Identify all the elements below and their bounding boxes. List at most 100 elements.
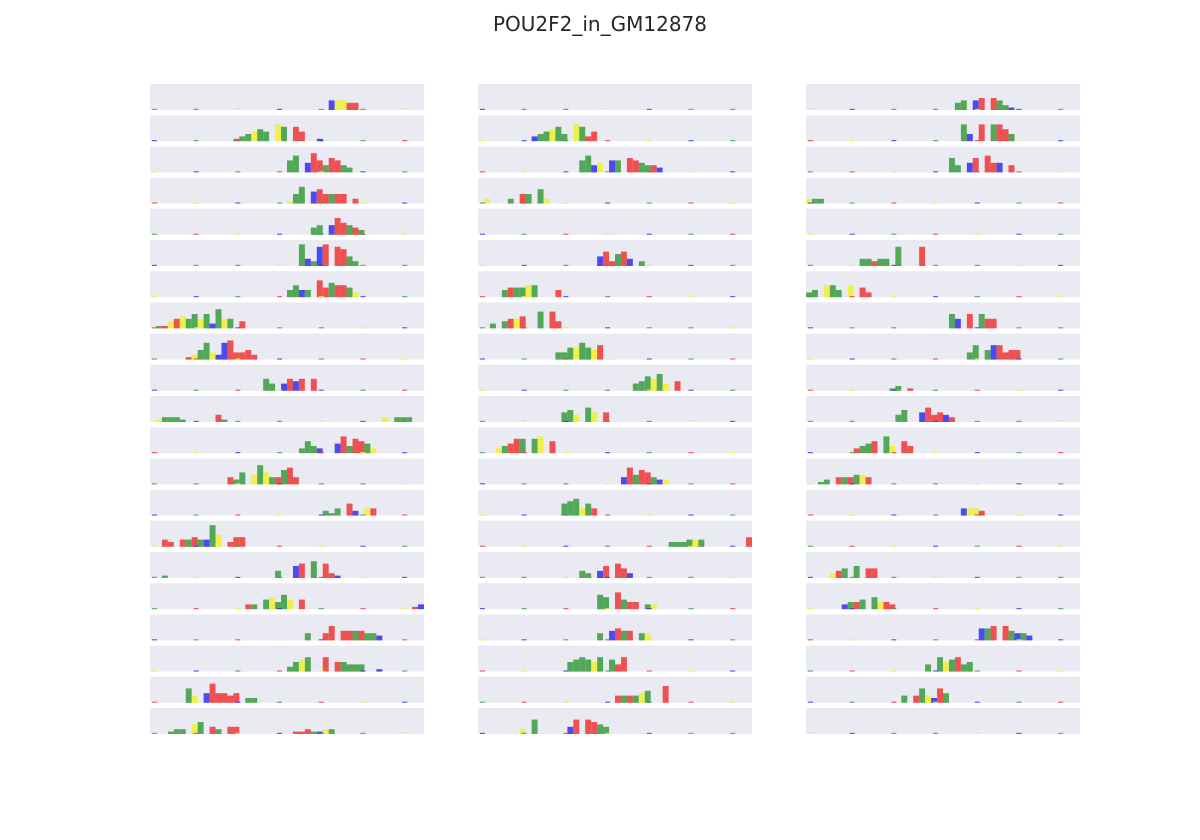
baseline-tick (605, 264, 611, 266)
baseline-tick (235, 545, 241, 547)
bar-A (298, 244, 305, 266)
baseline-tick (730, 576, 736, 578)
bar-A (513, 287, 520, 298)
bar-A (287, 666, 293, 672)
baseline-tick (730, 327, 736, 329)
baseline-tick (360, 639, 366, 641)
bar-A (877, 258, 884, 266)
baseline-tick (193, 732, 199, 734)
baseline-tick (605, 108, 611, 110)
baseline-tick (849, 576, 855, 578)
bar-A (644, 165, 651, 173)
baseline-tick (563, 545, 569, 547)
baseline-tick (808, 389, 813, 391)
baseline-tick (688, 639, 694, 641)
baseline-tick (563, 327, 569, 329)
baseline-tick (646, 452, 652, 454)
bar-T (626, 158, 633, 173)
bar-A (948, 659, 955, 672)
bar-A (579, 342, 586, 360)
bar-C (203, 693, 210, 703)
bar-T (227, 726, 234, 734)
bar-T (215, 693, 222, 703)
bar-A (1008, 630, 1015, 641)
baseline-tick (849, 327, 855, 329)
bar-C (966, 162, 973, 173)
bar-A (567, 347, 574, 360)
bar-T (585, 719, 592, 734)
baseline-tick (318, 108, 324, 110)
bar-T (191, 537, 198, 547)
baseline-tick (1016, 358, 1022, 360)
baseline-tick (402, 171, 408, 173)
baseline-tick (402, 108, 408, 110)
baseline-tick (563, 108, 569, 110)
bar-A (281, 470, 287, 485)
bar-A (1008, 134, 1015, 142)
bar-A (597, 657, 604, 672)
bar-T (507, 443, 514, 454)
bar-T (978, 124, 985, 142)
baseline-tick (808, 483, 813, 485)
baseline-tick (688, 140, 694, 142)
bar-T (615, 563, 621, 578)
bar-A (883, 436, 890, 454)
baseline-tick (235, 639, 241, 641)
baseline-tick (152, 576, 157, 578)
bar-T (913, 695, 920, 703)
baseline-tick (360, 514, 366, 516)
baseline-tick (808, 296, 813, 298)
baseline-tick (360, 108, 366, 110)
baseline-tick (933, 202, 939, 204)
baseline-tick (688, 202, 694, 204)
baseline-tick (402, 264, 408, 266)
bar-T (507, 318, 514, 329)
baseline-tick (318, 140, 324, 142)
baseline-tick (1016, 108, 1022, 110)
bar-A (841, 568, 848, 578)
baseline-tick (730, 732, 736, 734)
baseline-tick (730, 296, 736, 298)
baseline-tick (605, 670, 611, 672)
bar-G (943, 662, 949, 672)
bar-T (1002, 626, 1009, 641)
bar-C (298, 290, 305, 298)
baseline-tick (933, 389, 939, 391)
bar-A (328, 729, 335, 734)
bar-T (615, 695, 621, 703)
bar-C (281, 383, 287, 391)
panel-background (806, 177, 1080, 204)
bar-A (901, 410, 908, 422)
bar-A (871, 597, 878, 610)
baseline-tick (808, 732, 813, 734)
baseline-tick (277, 358, 283, 360)
baseline-tick (605, 202, 611, 204)
baseline-tick (360, 264, 366, 266)
baseline-tick (563, 140, 569, 142)
bar-A (597, 633, 604, 641)
baseline-tick (360, 202, 366, 204)
bar-A (603, 597, 610, 610)
bar-G (322, 729, 329, 734)
bar-A (567, 410, 574, 422)
bar-C (304, 162, 311, 173)
bar-C (1008, 107, 1015, 110)
bar-T (352, 198, 359, 204)
baseline-tick (933, 140, 939, 142)
baseline-tick (193, 483, 199, 485)
baseline-tick (974, 108, 980, 110)
baseline-tick (1016, 670, 1022, 672)
baseline-tick (1058, 108, 1064, 110)
bar-A (209, 525, 216, 547)
baseline-tick (849, 264, 855, 266)
baseline-tick (891, 670, 897, 672)
baseline-tick (235, 264, 241, 266)
baseline-tick (360, 420, 366, 422)
baseline-tick (480, 358, 485, 360)
bar-A (585, 573, 592, 578)
bar-A (161, 575, 168, 578)
baseline-tick (849, 701, 855, 703)
baseline-tick (563, 514, 569, 516)
baseline-tick (1016, 483, 1022, 485)
panel-background (806, 333, 1080, 360)
